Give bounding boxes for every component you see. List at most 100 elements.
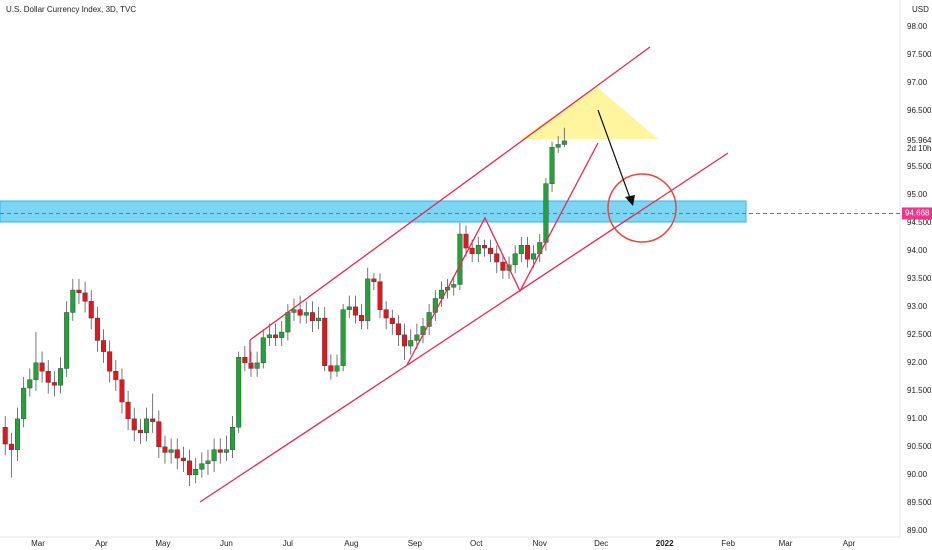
candle-body (131, 418, 137, 431)
candle-body (230, 427, 236, 450)
candle-body (242, 357, 248, 364)
candle-body (2, 427, 8, 445)
candle-body (39, 362, 45, 372)
x-tick-label: Nov (533, 539, 547, 548)
x-tick-label: Apr (843, 539, 856, 548)
candle-body (383, 309, 389, 319)
candle-body (352, 306, 358, 316)
candle-body (193, 469, 199, 476)
candle-body (254, 362, 260, 369)
candle-body (377, 281, 383, 310)
candle-body (51, 382, 57, 386)
candle-body (291, 309, 297, 313)
channel-upper (249, 46, 651, 341)
support-zone (0, 200, 747, 223)
candle-body (457, 233, 463, 285)
y-tick-label: 92.00 (907, 358, 928, 367)
x-tick-label: Mar (31, 539, 45, 548)
candle-body (223, 449, 229, 453)
candle-body (15, 418, 21, 450)
channel-lower (199, 152, 729, 503)
candle-body (137, 429, 143, 434)
candle-body (414, 334, 420, 341)
candle-body (273, 334, 279, 338)
candle-body (217, 449, 223, 453)
x-tick-label: Oct (470, 539, 483, 548)
candle-body (309, 312, 315, 322)
candle-body (561, 140, 567, 145)
candle-body (119, 379, 125, 403)
y-tick-label: 94.00 (907, 246, 928, 255)
candle-body (322, 317, 328, 366)
candles (2, 127, 567, 487)
candle-body (500, 261, 506, 271)
candle-body (27, 379, 33, 389)
candle-body (371, 278, 377, 282)
candle-body (101, 340, 107, 352)
candle-body (168, 449, 174, 453)
target-triangle (520, 87, 658, 139)
candle-body (180, 457, 186, 462)
arrow (597, 109, 631, 199)
candle-body (70, 289, 76, 313)
candle-body (82, 292, 88, 302)
candle-body (279, 331, 285, 338)
candle-body (469, 247, 475, 254)
candle-body (494, 253, 500, 263)
x-tick-label: Dec (594, 539, 608, 548)
y-tick-label: 98.00 (907, 22, 928, 31)
y-tick-label: 89.00 (907, 526, 928, 535)
candle-body (549, 147, 555, 184)
y-tick-label: 94.500 (907, 218, 932, 227)
x-tick-label: Aug (344, 539, 358, 548)
y-tick-label: 97.500 (907, 50, 932, 59)
x-tick-label: Feb (721, 539, 735, 548)
last-price-badge (902, 134, 932, 155)
candle-body (107, 351, 113, 372)
x-tick-label: May (155, 539, 170, 548)
candle-body (125, 401, 131, 420)
candle-body (236, 357, 242, 428)
candle-body (162, 446, 168, 453)
target-circle (607, 173, 677, 243)
candle-body (512, 253, 518, 266)
candle-body (285, 312, 291, 333)
candle-body (328, 365, 334, 372)
candle-body (58, 368, 64, 386)
last-price-label: 95.964 (907, 136, 932, 145)
x-tick-label: Mar (779, 539, 793, 548)
candle-body (451, 284, 457, 288)
candle-body (438, 289, 444, 299)
candle-body (199, 463, 205, 470)
candle-body (174, 449, 180, 459)
candle-body (205, 460, 211, 464)
y-tick-label: 97.00 (907, 78, 928, 87)
y-tick-label: 95.500 (907, 162, 932, 171)
arrow-head (625, 195, 635, 206)
candle-body (340, 309, 346, 366)
y-tick-label: 96.500 (907, 106, 932, 115)
candle-body (463, 233, 469, 249)
axes: 98.0097.50097.0096.50095.50095.0094.5009… (0, 22, 932, 548)
candle-body (488, 247, 494, 254)
price-line-label: 94.668 (905, 209, 930, 218)
candle-body (45, 371, 51, 383)
candle-body (156, 421, 162, 448)
x-tick-label: Apr (95, 539, 108, 548)
candle-body (475, 245, 481, 254)
candle-body (402, 334, 408, 347)
y-tick-label: 90.500 (907, 442, 932, 451)
candle-body (408, 340, 414, 347)
candle-body (187, 460, 193, 476)
candle-body (537, 242, 543, 254)
candle-body (395, 323, 401, 336)
candle-body (389, 317, 395, 324)
y-tick-label: 93.500 (907, 274, 932, 283)
candle-body (531, 253, 537, 260)
candle-body (260, 337, 266, 364)
candle-body (266, 334, 272, 338)
drawings (199, 46, 729, 503)
currency: USD (912, 5, 929, 14)
